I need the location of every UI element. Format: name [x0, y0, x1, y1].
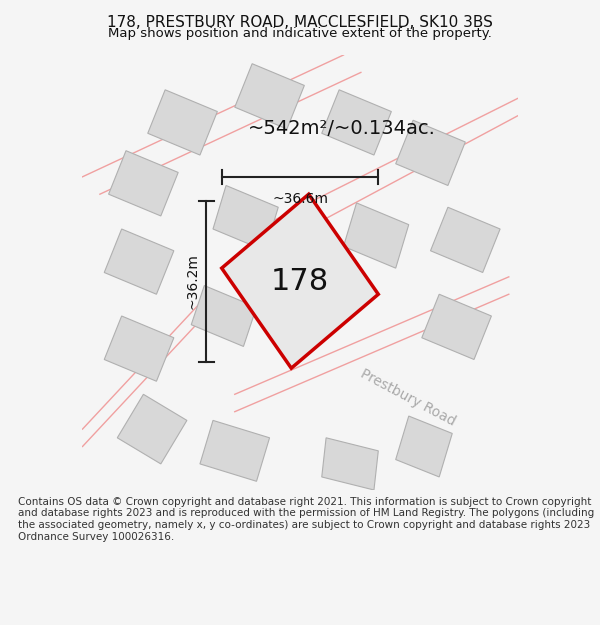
Polygon shape — [322, 438, 378, 490]
Polygon shape — [396, 120, 466, 186]
Polygon shape — [213, 186, 278, 251]
Polygon shape — [422, 294, 491, 359]
Polygon shape — [109, 151, 178, 216]
Text: 178: 178 — [271, 267, 329, 296]
Polygon shape — [148, 90, 217, 155]
Polygon shape — [117, 394, 187, 464]
Text: Prestbury Road: Prestbury Road — [358, 366, 458, 428]
Text: 178, PRESTBURY ROAD, MACCLESFIELD, SK10 3BS: 178, PRESTBURY ROAD, MACCLESFIELD, SK10 … — [107, 16, 493, 31]
Polygon shape — [104, 229, 174, 294]
Text: ~36.2m: ~36.2m — [185, 253, 200, 309]
Text: ~36.6m: ~36.6m — [272, 191, 328, 206]
Polygon shape — [222, 194, 378, 368]
Polygon shape — [431, 208, 500, 272]
Polygon shape — [200, 421, 269, 481]
Polygon shape — [396, 416, 452, 477]
Text: Contains OS data © Crown copyright and database right 2021. This information is : Contains OS data © Crown copyright and d… — [18, 497, 594, 541]
Text: ~542m²/~0.134ac.: ~542m²/~0.134ac. — [248, 119, 436, 139]
Polygon shape — [322, 90, 391, 155]
Polygon shape — [235, 64, 304, 129]
Polygon shape — [191, 286, 257, 346]
Text: Map shows position and indicative extent of the property.: Map shows position and indicative extent… — [108, 27, 492, 39]
Polygon shape — [104, 316, 174, 381]
Polygon shape — [343, 203, 409, 268]
